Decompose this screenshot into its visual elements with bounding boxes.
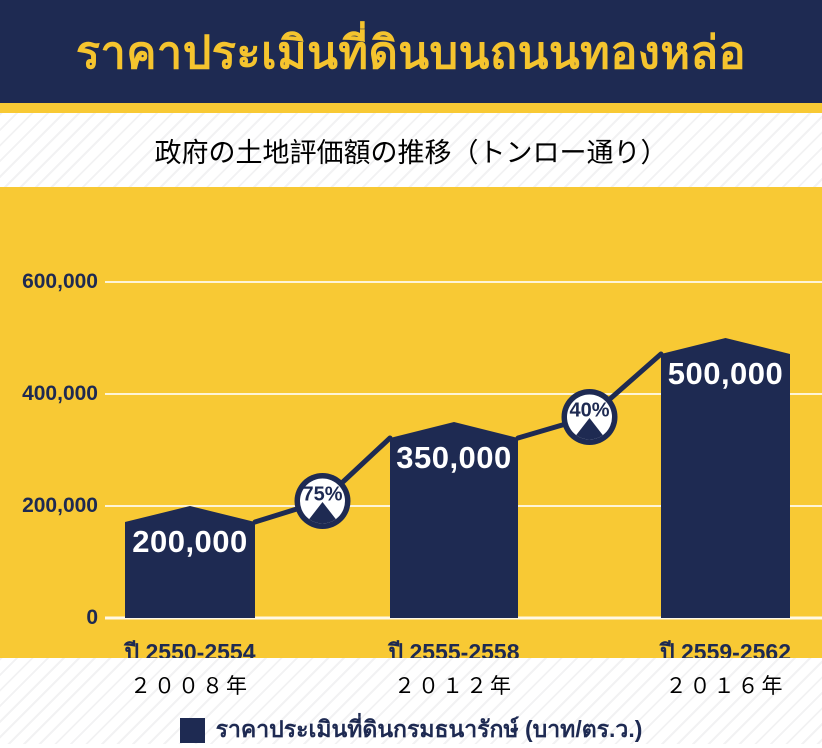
chart-footer-band: ราคาประเมินที่ดินกรมธนารักษ์ (บาท/ตร.ว.)… xyxy=(0,658,822,744)
growth-badge xyxy=(561,389,618,445)
legend-label: ราคาประเมินที่ดินกรมธนารักษ์ (บาท/ตร.ว.) xyxy=(215,716,643,742)
y-axis-tick-label: 400,000 xyxy=(22,382,98,405)
growth-percent-label: 40% xyxy=(569,399,610,422)
subtitle-band: 政府の土地評価額の推移（トンロー通り） xyxy=(0,113,822,187)
growth-badge xyxy=(294,473,351,529)
bar-value-label: 350,000 xyxy=(396,440,512,475)
title-banner: ราคาประเมินที่ดินบนถนนทองหล่อ xyxy=(0,0,822,103)
chart-subtitle: 政府の土地評価額の推移（トンロー通り） xyxy=(154,137,668,168)
page-title: ราคาประเมินที่ดินบนถนนทองหล่อ xyxy=(75,26,747,78)
year-label-jp: ２０１６年 xyxy=(665,674,786,698)
growth-percent-label: 75% xyxy=(302,483,343,506)
bar xyxy=(390,422,518,618)
legend: ราคาประเมินที่ดินกรมธนารักษ์ (บาท/ตร.ว.) xyxy=(0,712,822,748)
chart-plot-area: 0 200,000 400,000 600,000 200,000 350,000 500,… xyxy=(0,187,822,665)
year-label-jp: ２００８年 xyxy=(130,674,250,698)
y-axis-tick-label: 600,000 xyxy=(22,270,98,293)
bar xyxy=(661,338,790,618)
year-label-jp: ２０１２年 xyxy=(394,674,514,698)
bar-value-label: 500,000 xyxy=(667,356,784,391)
bar xyxy=(125,506,255,618)
chart-canvas xyxy=(105,281,822,620)
bar-value-label: 200,000 xyxy=(132,524,248,559)
y-axis-tick-label: 200,000 xyxy=(22,494,98,517)
banner-divider-strip xyxy=(0,103,822,113)
legend-swatch-icon xyxy=(179,717,205,743)
y-axis-tick-label: 0 xyxy=(86,606,98,629)
